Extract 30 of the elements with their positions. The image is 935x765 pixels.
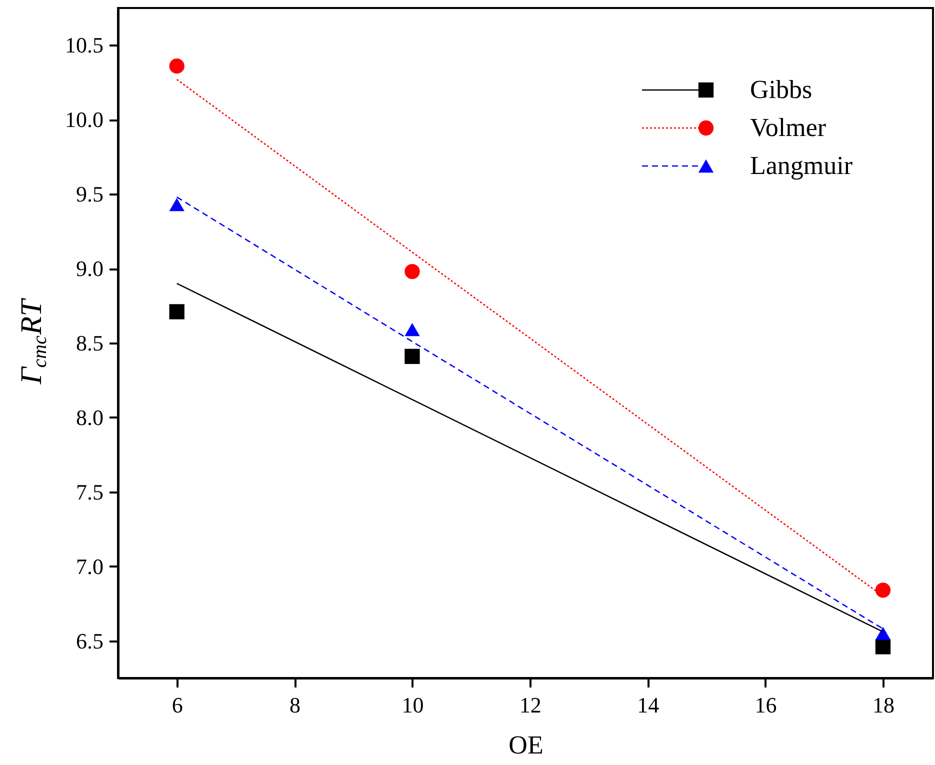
x-tick-label: 8 (290, 692, 301, 718)
x-tick-label: 14 (637, 692, 660, 718)
point (875, 639, 891, 654)
point (404, 264, 420, 280)
x-tick-label: 16 (754, 692, 777, 718)
point (404, 348, 420, 364)
y-tick-label: 10.5 (65, 32, 104, 58)
legend-label: Gibbs (750, 75, 812, 104)
y-tick-label: 6.5 (76, 628, 104, 654)
y-tick-label: 9.5 (76, 182, 104, 207)
y-tick-label: 10.0 (65, 107, 104, 132)
point (169, 304, 184, 320)
point (404, 323, 420, 336)
point (169, 198, 184, 212)
y-tick-label: 8.5 (76, 330, 104, 356)
y-tick-label: 7.0 (76, 554, 104, 579)
y-tick-label: 9.0 (76, 256, 104, 282)
point (875, 626, 891, 640)
y-tick-label: 7.5 (76, 479, 104, 504)
legend-label: Langmuir (750, 151, 853, 180)
point (169, 58, 184, 74)
legend-label: Volmer (750, 113, 826, 142)
x-tick-label: 10 (402, 692, 424, 718)
x-axis-title: OE (508, 730, 544, 760)
y-axis-title: ΓcmcRT (15, 297, 51, 386)
x-tick-label: 6 (172, 692, 183, 718)
x-tick-label: 12 (519, 692, 542, 718)
x-tick-label: 18 (872, 692, 894, 718)
y-tick-label: 8.0 (76, 404, 104, 430)
point (875, 582, 891, 598)
